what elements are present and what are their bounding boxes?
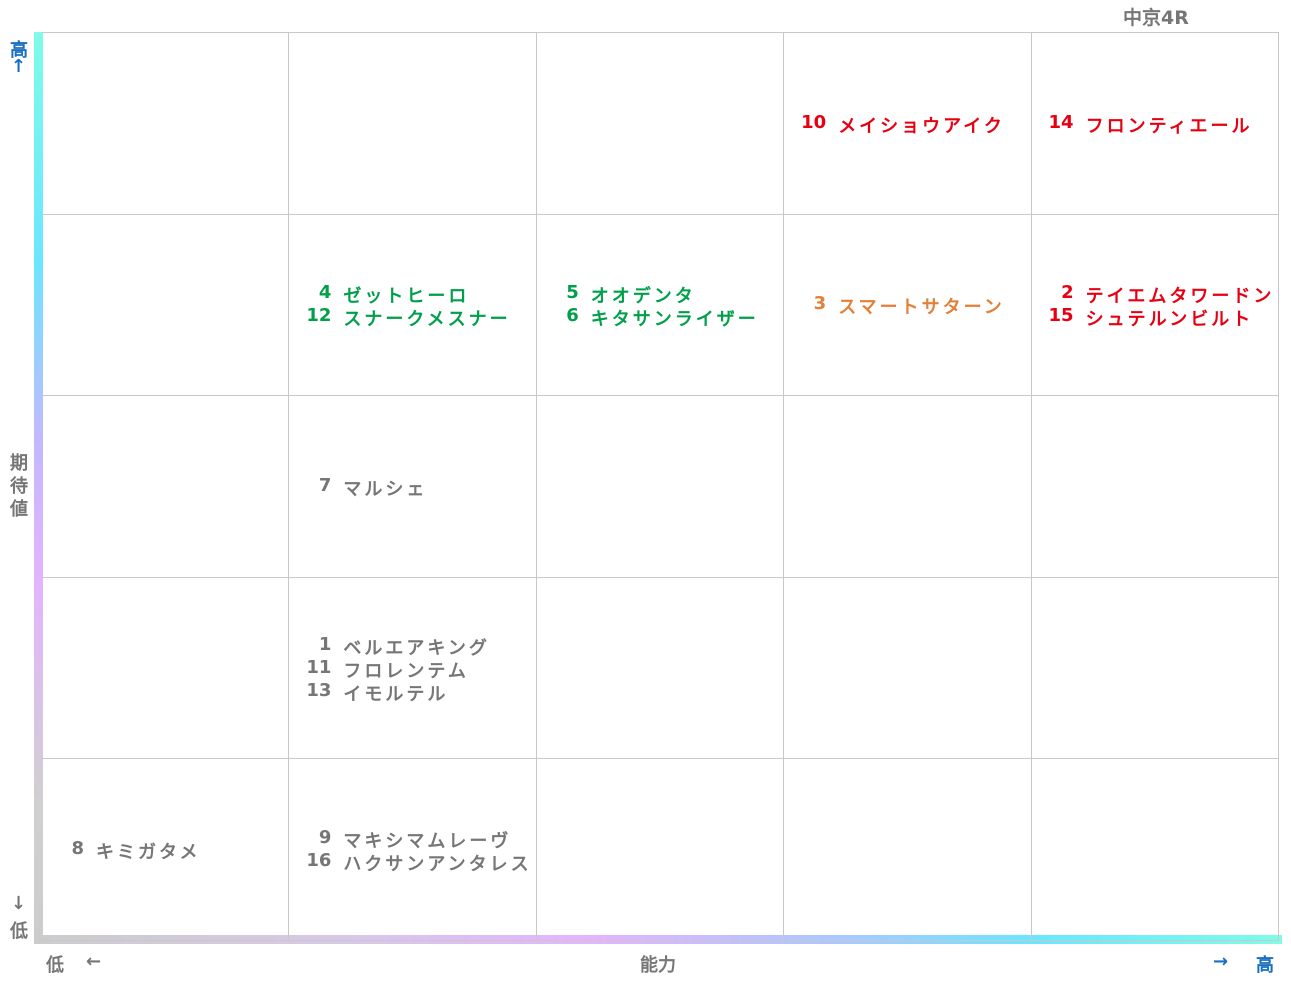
grid-cell (536, 577, 785, 760)
grid-cell: 8 キミガタメ (42, 759, 290, 941)
grid-cell (784, 759, 1032, 941)
horse-entry: 5 オオデンタ (537, 281, 783, 307)
horse-name: スナークメスナー (343, 308, 511, 330)
horse-entry: 13 イモルテル (289, 679, 535, 705)
grid-cell (42, 577, 290, 760)
y-high: 高 (10, 40, 28, 61)
horse-number: 2 (1061, 281, 1074, 303)
horse-number: 6 (566, 304, 579, 326)
x-label: 能力 (640, 955, 676, 976)
y-label: 期待値 (10, 453, 28, 520)
horse-name: テイエムタワードン (1085, 285, 1275, 307)
horse-name: メイショウアイク (838, 115, 1005, 137)
horse-number: 15 (1048, 304, 1074, 326)
horse-entry: 1 ベルエアキング (289, 633, 535, 659)
grid-cell (1031, 759, 1279, 941)
grid-cell (42, 214, 290, 397)
grid-cell: 10 メイショウアイク (784, 33, 1032, 215)
horse-number: 5 (566, 281, 579, 303)
horse-number: 13 (306, 679, 332, 701)
grid-cell (42, 33, 290, 215)
y-low: 低 (10, 921, 28, 942)
grid-cell (289, 33, 537, 215)
horse-entry: 6 キタサンライザー (537, 304, 783, 330)
horse-name: イモルテル (343, 683, 449, 705)
horse-number: 8 (71, 838, 84, 860)
horse-name: キミガタメ (96, 842, 201, 864)
horse-entry: 11 フロレンテム (289, 656, 535, 682)
x-high-arrow: → (1213, 951, 1229, 972)
x-low: 低 (46, 955, 64, 976)
horse-number: 16 (306, 849, 332, 871)
x-low-arrow: ← (86, 951, 102, 972)
y-axis-bar (34, 32, 43, 944)
horse-entry: 12 スナークメスナー (289, 304, 535, 330)
horse-entry: 16 ハクサンアンタレス (289, 849, 535, 875)
grid-cell (1031, 577, 1279, 760)
horse-entry: 14 フロンティエール (1032, 111, 1278, 137)
grid-cell (536, 33, 785, 215)
grid-cell: 14 フロンティエール (1031, 33, 1279, 215)
title: 中京4R (1123, 7, 1189, 29)
horse-number: 10 (801, 111, 827, 133)
horse-number: 9 (318, 826, 332, 848)
horse-entry: 9 マキシマムレーヴ (289, 826, 535, 852)
horse-number: 1 (318, 633, 332, 655)
grid-cell: 5 オオデンタ 6 キタサンライザー (536, 214, 785, 397)
horse-entry: 2 テイエムタワードン (1032, 281, 1278, 307)
grid-cell: 2 テイエムタワードン 15 シュテルンビルト (1031, 214, 1279, 397)
horse-number: 11 (306, 656, 332, 678)
horse-name: マキシマムレーヴ (343, 830, 512, 852)
horse-name: ベルエアキング (343, 637, 490, 659)
horse-name: スマートサターン (838, 297, 1005, 319)
x-high: 高 (1256, 955, 1274, 976)
horse-entry: 7 マルシェ (289, 474, 535, 500)
grid-cell: 3 スマートサターン (784, 214, 1032, 397)
horse-entry: 4 ゼットヒーロ (289, 281, 535, 307)
horse-name: フロレンテム (343, 660, 469, 682)
horse-name: フロンティエール (1085, 115, 1253, 137)
grid-cell (784, 396, 1032, 578)
horse-name: オオデンタ (590, 285, 696, 307)
horse-entry: 8 キミガタメ (42, 838, 288, 864)
grid-cell: 4 ゼットヒーロ 12 スナークメスナー (289, 214, 537, 397)
grid-cell: 7 マルシェ (289, 396, 537, 578)
horse-number: 3 (813, 293, 827, 315)
x-axis-bar (34, 935, 1282, 944)
horse-name: シュテルンビルト (1085, 308, 1254, 330)
horse-number: 4 (318, 281, 332, 303)
horse-name: キタサンライザー (590, 308, 759, 330)
grid-cell: 1 ベルエアキング 11 フロレンテム 13 イモルテル (289, 577, 537, 760)
y-low-arrow: ↓ (11, 893, 27, 914)
horse-name: ハクサンアンタレス (343, 853, 532, 875)
horse-name: ゼットヒーロ (343, 285, 470, 307)
horse-number: 7 (318, 474, 332, 496)
horse-entry: 3 スマートサターン (784, 293, 1030, 319)
horse-entry: 15 シュテルンビルト (1032, 304, 1278, 330)
horse-name: マルシェ (343, 478, 428, 500)
horse-number: 12 (306, 304, 332, 326)
grid-cell (42, 396, 290, 578)
grid-cell (1031, 396, 1279, 578)
horse-number: 14 (1048, 111, 1074, 133)
horse-entry: 10 メイショウアイク (784, 111, 1030, 137)
grid: 10 メイショウアイク 14 フロンティエール 4 ゼットヒーロ 12 スナークメスナー 5 オオ… (42, 32, 1279, 941)
grid-cell (536, 396, 785, 578)
y-high-arrow: ↑ (11, 56, 27, 77)
grid-cell (536, 759, 785, 941)
grid-cell: 9 マキシマムレーヴ 16 ハクサンアンタレス (289, 759, 537, 941)
grid-cell (784, 577, 1032, 760)
